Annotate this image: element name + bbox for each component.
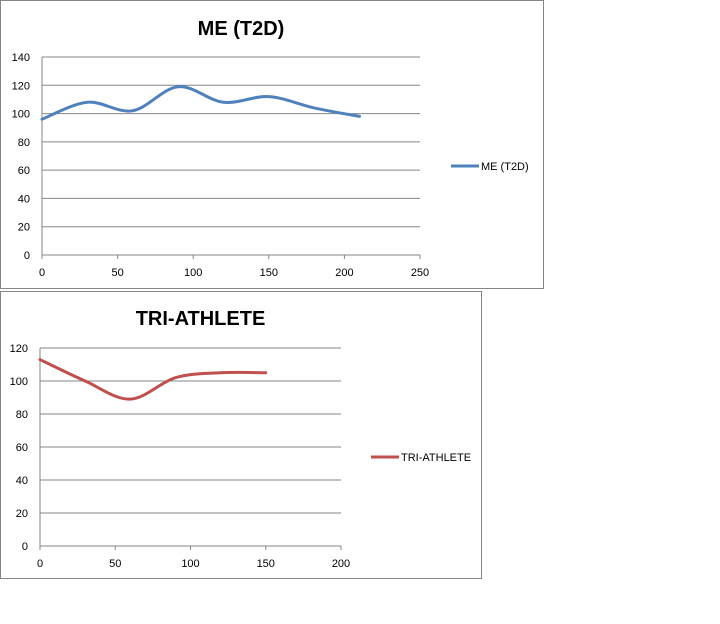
chart2-y-tick-60: 60: [16, 442, 28, 454]
chart1-y-tick-20: 20: [18, 222, 30, 234]
chart-me-t2d: ME (T2D) 0 20 40 60 80 100 120 140 0 50 100 150 200 25…: [0, 0, 544, 289]
chart1-y-tick-40: 40: [18, 193, 30, 205]
chart1-x-tick-200: 200: [335, 267, 353, 279]
chart2-y-tick-20: 20: [16, 508, 28, 520]
chart2-y-tick-80: 80: [16, 409, 28, 421]
chart2-x-tick-100: 100: [181, 558, 199, 570]
chart2-x-tick-200: 200: [332, 558, 350, 570]
chart1-y-tick-0: 0: [24, 250, 30, 262]
chart2-legend-label-tri-athlete: TRI-ATHLETE: [401, 452, 471, 464]
chart1-y-tick-80: 80: [18, 137, 30, 149]
chart2-series-line-tri-athlete: [38, 358, 268, 401]
chart2-y-tick-40: 40: [16, 475, 28, 487]
chart1-y-tick-60: 60: [18, 165, 30, 177]
chart1-legend-label-me-t2d: ME (T2D): [481, 161, 529, 173]
chart1-x-tick-150: 150: [260, 267, 278, 279]
chart1-x-tick-250: 250: [411, 267, 429, 279]
chart2-y-tick-0: 0: [22, 541, 28, 553]
chart-tri-athlete-svg: TRI-ATHLETE 0 20 40 60 80 100 120 0 50 100 150 200 TR…: [10, 308, 471, 570]
chart2-x-tick-0: 0: [37, 558, 43, 570]
chart2-y-tick-120: 120: [10, 343, 28, 355]
chart2-x-tick-50: 50: [109, 558, 121, 570]
chart2-title: TRI-ATHLETE: [136, 308, 266, 330]
chart1-y-tick-120: 120: [12, 80, 30, 92]
chart2-x-tick-150: 150: [257, 558, 275, 570]
chart2-y-tick-100: 100: [10, 376, 28, 388]
chart1-x-tick-50: 50: [111, 267, 123, 279]
chart1-y-tick-140: 140: [12, 52, 30, 64]
chart1-x-tick-100: 100: [184, 267, 202, 279]
chart1-y-tick-100: 100: [12, 109, 30, 121]
chart1-title: ME (T2D): [198, 18, 285, 40]
chart-tri-athlete: TRI-ATHLETE 0 20 40 60 80 100 120 0 50 100 150 200 TR…: [0, 291, 482, 579]
chart1-series-line-me-t2d: [40, 85, 362, 121]
chart-me-t2d-svg: ME (T2D) 0 20 40 60 80 100 120 140 0 50 100 150 200 25…: [12, 18, 529, 279]
chart1-x-tick-0: 0: [39, 267, 45, 279]
